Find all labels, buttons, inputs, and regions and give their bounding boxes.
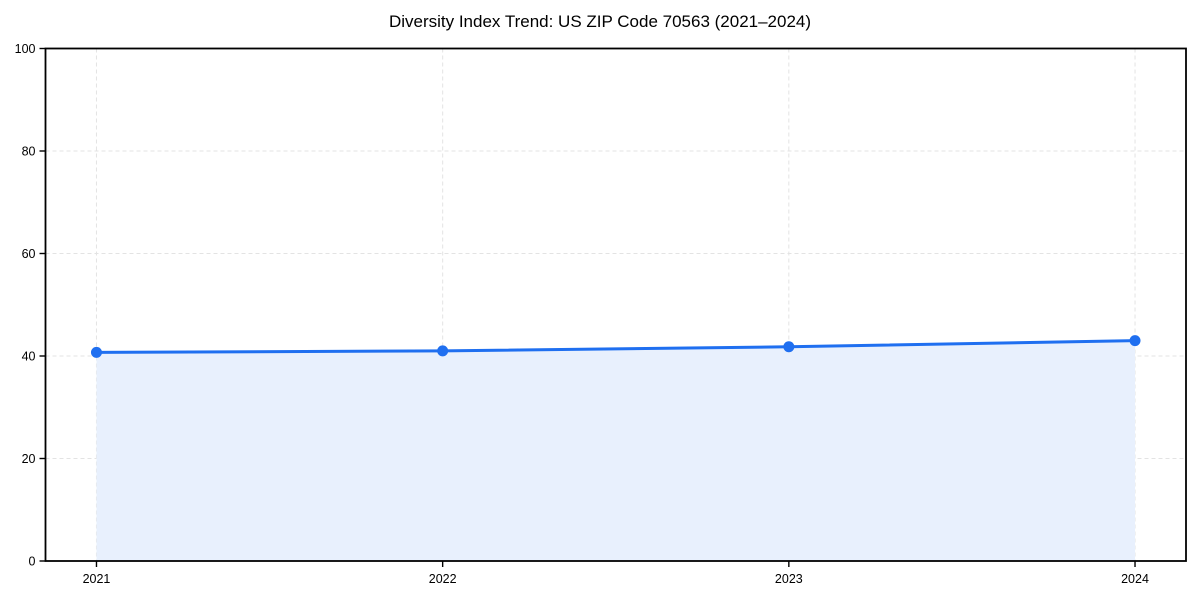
data-point-marker (1129, 335, 1141, 347)
x-axis-tick-label: 2024 (1121, 572, 1149, 586)
data-point-marker (783, 341, 795, 353)
series-line (94, 339, 1137, 354)
plot-box-spines (44, 47, 1187, 562)
data-point-marker (90, 346, 102, 358)
y-axis-tick-label: 100 (15, 42, 36, 56)
x-axis-tick-label: 2023 (775, 572, 803, 586)
data-point-marker (437, 345, 449, 357)
y-axis-tick-label: 60 (22, 247, 36, 261)
x-axis-tick-label: 2022 (429, 572, 457, 586)
x-axis-tick-label: 2021 (83, 572, 111, 586)
y-axis-tick-label: 40 (22, 350, 36, 364)
y-axis-tick-label: 0 (29, 555, 36, 569)
y-axis-tick-label: 20 (22, 452, 36, 466)
series-area-fill (96, 340, 1136, 561)
chart-title: Diversity Index Trend: US ZIP Code 70563… (388, 12, 812, 31)
y-axis-tick-label: 80 (22, 145, 36, 159)
